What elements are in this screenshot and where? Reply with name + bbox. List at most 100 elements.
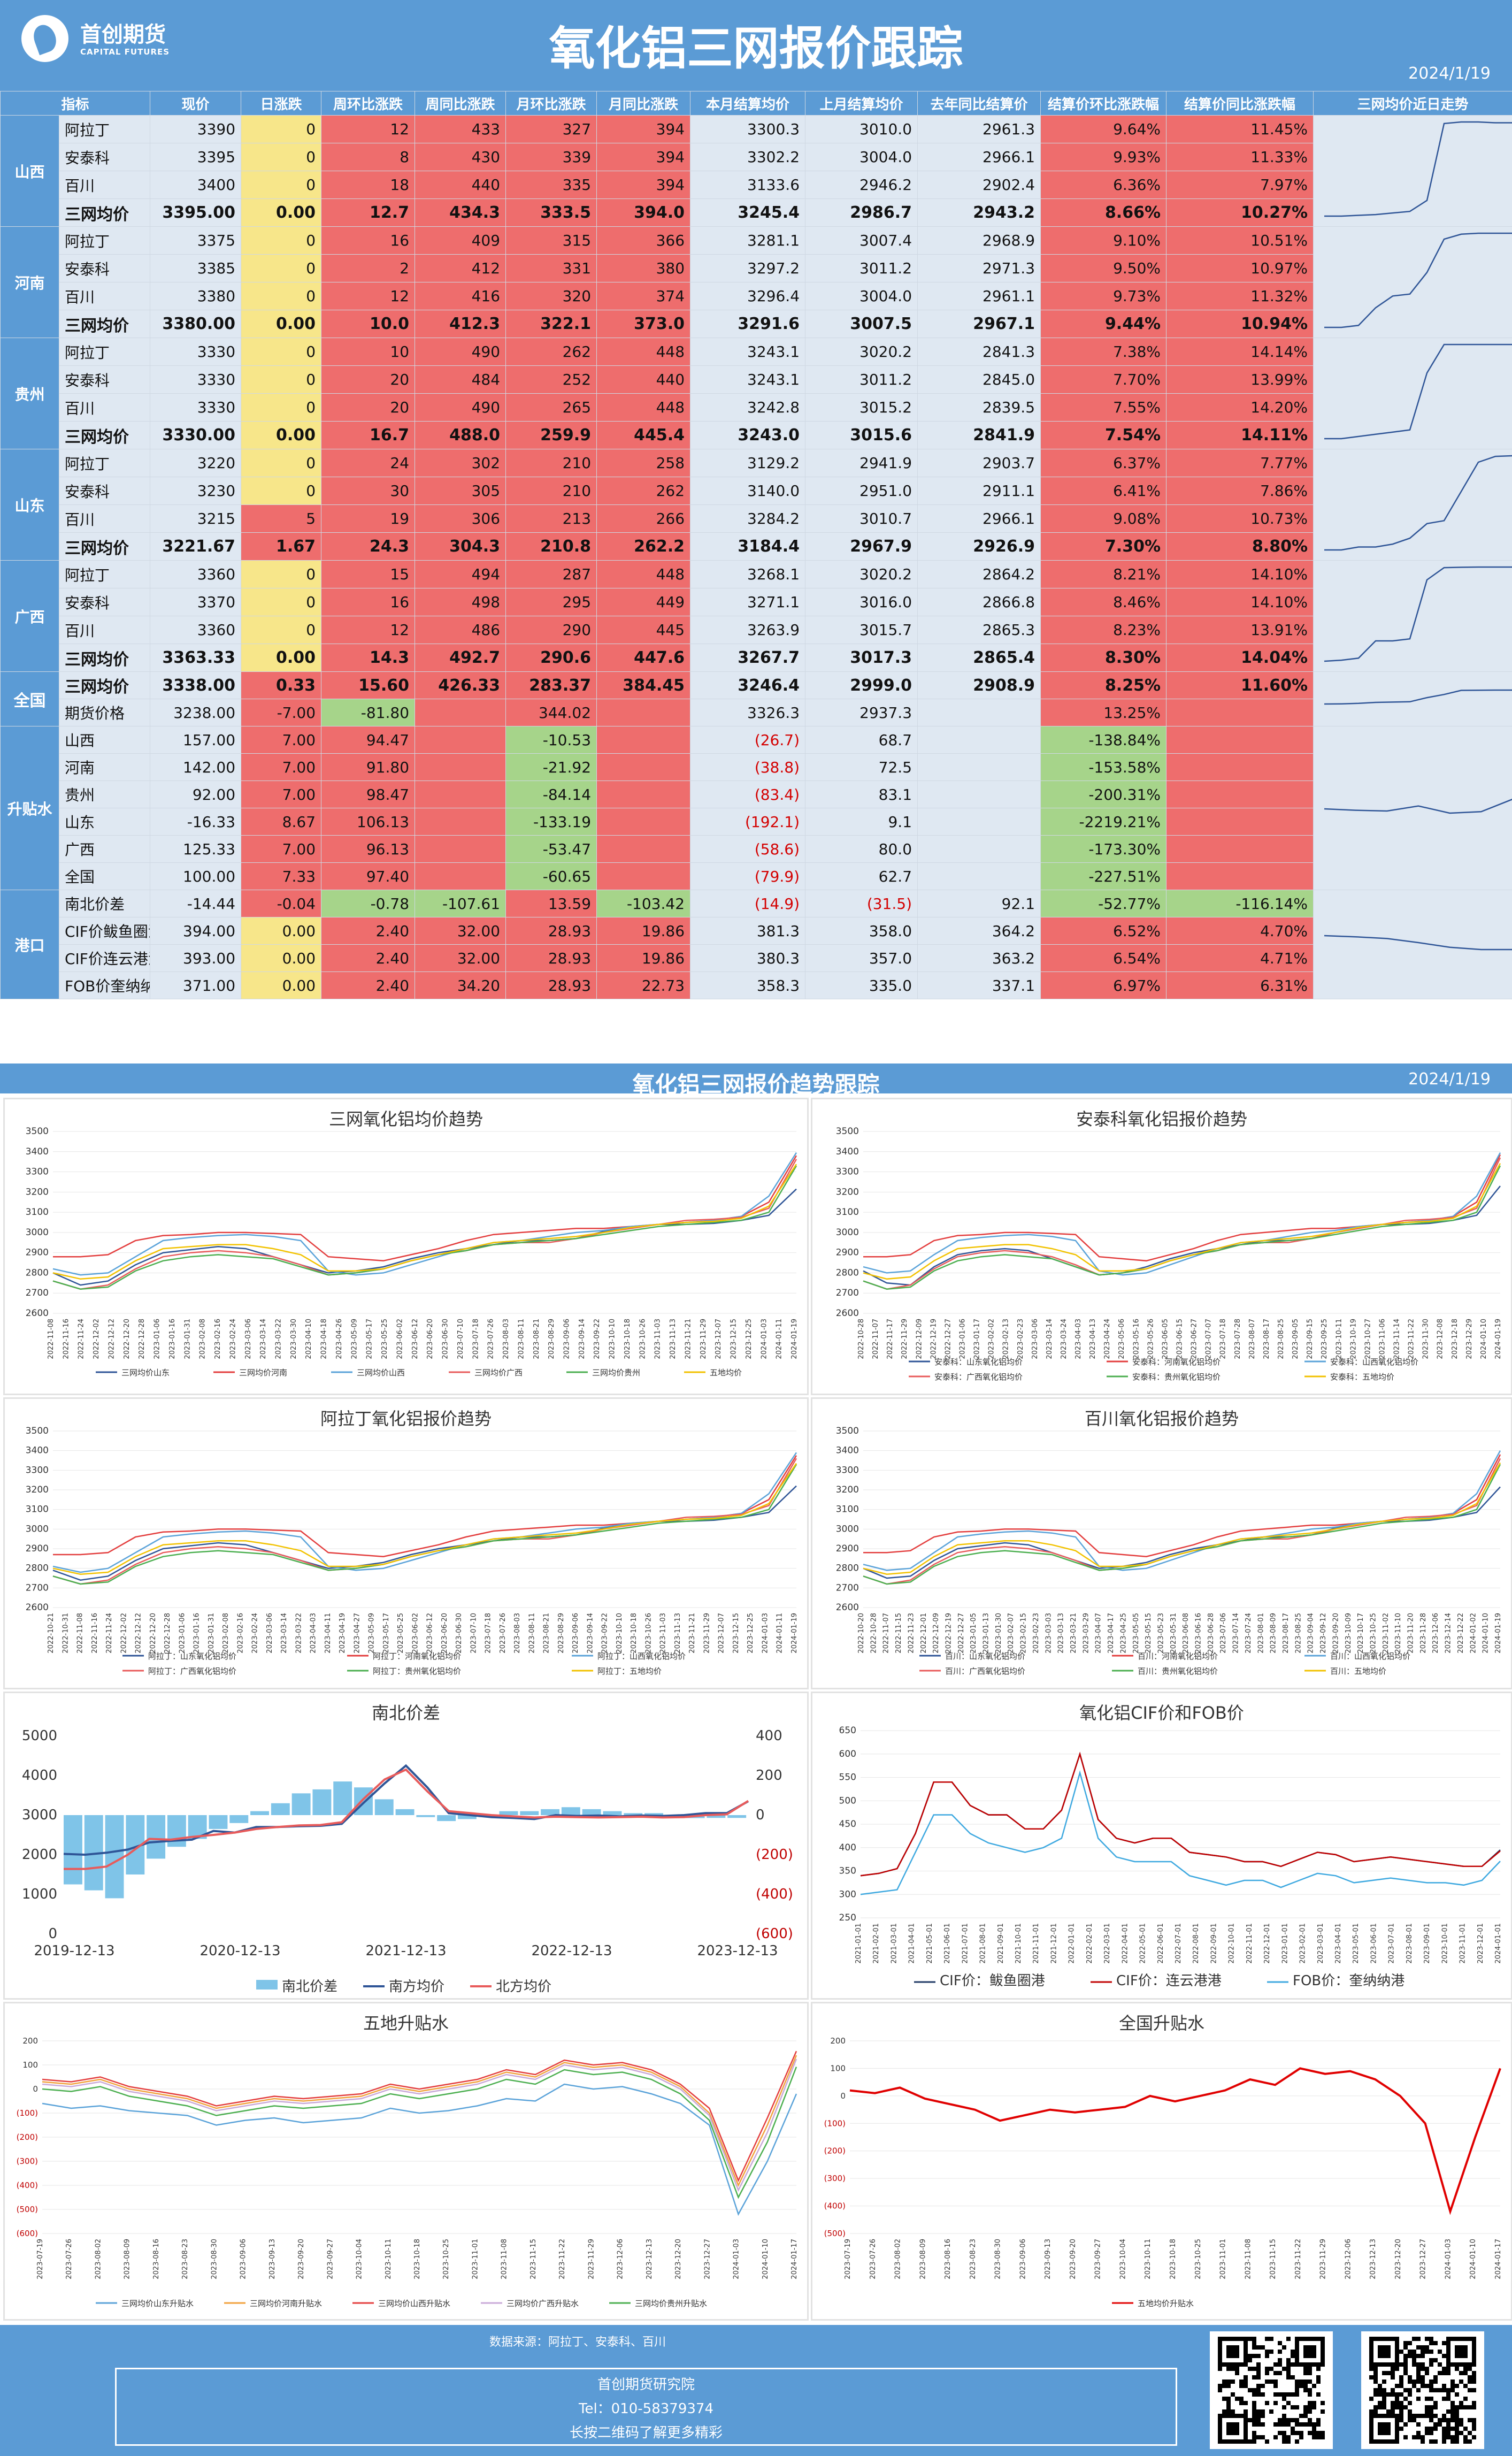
table-cell: 12.7 <box>321 198 416 227</box>
table-cell: 3004.0 <box>805 143 918 171</box>
qr-module <box>1256 2409 1261 2414</box>
x-tick-label: 2023-05-09 <box>368 1613 376 1654</box>
qr-module <box>1303 2380 1308 2384</box>
qr-module <box>1391 2371 1395 2375</box>
table-cell: 335.0 <box>805 971 918 999</box>
x-tick-label: 2023-08-09 <box>919 2239 927 2279</box>
x-tick-label: 2023-09-20 <box>1069 2239 1077 2279</box>
spread-bar <box>312 1789 332 1815</box>
x-tick-label: 2023-03-22 <box>275 1319 283 1359</box>
qr-code-icon[interactable] <box>1361 2331 1484 2449</box>
qr-module <box>1386 2409 1391 2414</box>
x-tick-label: 2023-09-13 <box>1044 2239 1052 2279</box>
qr-module <box>1455 2427 1459 2431</box>
table-cell: 98.47 <box>321 781 416 808</box>
x-tick-label: 2023-07-06 <box>1219 1613 1227 1654</box>
table-cell: 7.86% <box>1166 477 1314 505</box>
y-tick-label: 3200 <box>836 1485 859 1495</box>
qr-module <box>1408 2354 1412 2358</box>
qr-module <box>1459 2401 1463 2405</box>
table-cell: 19 <box>321 504 416 533</box>
qr-module <box>1226 2380 1231 2384</box>
series-line <box>42 2055 797 2187</box>
qr-module <box>1463 2384 1468 2388</box>
x-tick-label: 2023-11-15 <box>1269 2239 1277 2279</box>
y-tick-label: 3200 <box>26 1485 49 1495</box>
qr-finder <box>1226 2422 1239 2435</box>
table-cell: 3302.2 <box>690 143 806 171</box>
qr-module <box>1468 2439 1472 2444</box>
table-cell: 384.45 <box>596 671 691 699</box>
table-cell: 0 <box>241 143 322 171</box>
y-tick-label: (600) <box>17 2229 38 2238</box>
x-tick-label: 2023-02-23 <box>1032 1613 1040 1654</box>
qr-module <box>1382 2397 1386 2401</box>
row-label: 安泰科 <box>58 588 151 616</box>
qr-module <box>1278 2350 1282 2354</box>
qr-module <box>1303 2414 1308 2418</box>
series-line <box>863 1185 1501 1286</box>
row-label: 阿拉丁 <box>58 560 151 588</box>
qr-module <box>1442 2384 1446 2388</box>
table-cell: -107.61 <box>415 890 506 917</box>
qr-module <box>1399 2427 1403 2431</box>
sparkline <box>1324 799 1512 814</box>
qr-module <box>1291 2418 1295 2422</box>
x-tick-label: 2023-11-29 <box>587 2239 595 2279</box>
x-tick-label: 2023-05-05 <box>1132 1613 1140 1654</box>
x-tick-label: 2023-11-29 <box>700 1319 708 1359</box>
x-tick-label: 2022-11-08 <box>47 1319 55 1359</box>
x-tick-label: 2023-12-06 <box>1344 2239 1352 2279</box>
table-cell <box>415 753 506 781</box>
table-cell: 157.00 <box>150 726 242 754</box>
qr-module <box>1308 2371 1312 2375</box>
table-cell: 3268.1 <box>690 560 806 588</box>
qr-finder <box>1378 2345 1391 2358</box>
table-cell: 13.99% <box>1166 365 1314 394</box>
x-tick-label: 2023-08-25 <box>1294 1613 1302 1654</box>
x-tick-label: 2023-08-03 <box>513 1613 521 1654</box>
qr-module <box>1463 2427 1468 2431</box>
qr-module <box>1282 2414 1286 2418</box>
table-cell: 433 <box>415 115 506 143</box>
qr-module <box>1472 2405 1476 2409</box>
table-cell: 9.10% <box>1040 226 1167 255</box>
x-tick-label: 2023-02-24 <box>251 1613 259 1654</box>
qr-module <box>1459 2431 1463 2435</box>
trend-cell <box>1313 226 1512 338</box>
x-tick-label: 2023-04-10 <box>305 1319 313 1359</box>
qr-module <box>1256 2422 1261 2427</box>
table-cell: 357.0 <box>805 944 918 972</box>
qr-module <box>1463 2397 1468 2401</box>
y-tick-label: 450 <box>839 1819 856 1830</box>
table-cell: 0 <box>241 282 322 310</box>
qr-module <box>1438 2388 1442 2392</box>
table-row: 三网均价 3380.00 0.00 10.0 412.3 322.1 373.0 3291.6… <box>1 310 1512 338</box>
qr-module <box>1403 2362 1408 2367</box>
qr-module <box>1408 2350 1412 2354</box>
qr-module <box>1416 2375 1421 2380</box>
spread-bar <box>644 1813 663 1815</box>
x-tick-label: 2022-11-29 <box>901 1319 909 1359</box>
y-tick-label: 1000 <box>22 1886 57 1902</box>
table-cell: 3129.2 <box>690 449 806 477</box>
qr-module <box>1425 2384 1429 2388</box>
table-cell: 6.97% <box>1040 971 1167 999</box>
qr-module <box>1421 2345 1425 2350</box>
qr-module <box>1399 2409 1403 2414</box>
table-cell: 3330.00 <box>150 421 242 449</box>
table-cell: 0.00 <box>241 421 322 449</box>
qr-module <box>1399 2350 1403 2354</box>
table-cell: 373.0 <box>596 310 691 338</box>
qr-module <box>1450 2435 1455 2439</box>
qr-module <box>1369 2397 1373 2401</box>
table-row: 安泰科 3330 0 20 484 252 440 3243.1 3011.2 2845.0 7.7… <box>1 365 1512 394</box>
qr-module <box>1269 2367 1273 2371</box>
qr-module <box>1265 2401 1269 2405</box>
qr-module <box>1450 2409 1455 2414</box>
qr-code-icon[interactable] <box>1210 2331 1333 2449</box>
qr-module <box>1433 2401 1438 2405</box>
table-cell: 0.00 <box>241 971 322 999</box>
qr-module <box>1395 2367 1399 2371</box>
x-tick-label: 2022-10-21 <box>47 1613 55 1654</box>
